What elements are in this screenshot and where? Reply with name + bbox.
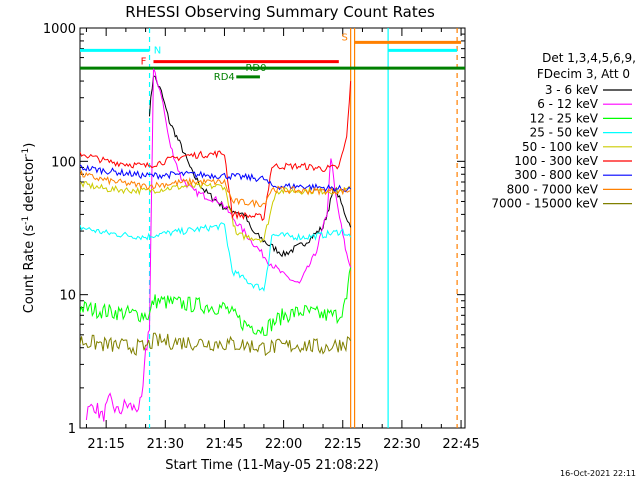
legend-entry-label: 50 - 100 keV (522, 140, 599, 154)
flag-label-s: S (341, 32, 347, 43)
plot-frame (79, 27, 466, 429)
series-line (149, 75, 352, 258)
y-axis-label-sup2: -1 (21, 148, 31, 157)
legend-header-1: Det 1,3,4,5,6,9, (542, 51, 636, 65)
series-line (80, 222, 352, 292)
series-line (80, 181, 352, 244)
x-tick-label: 21:45 (206, 437, 243, 452)
legend-entry-label: 7000 - 15000 keV (491, 197, 598, 211)
legend-entry-label: 6 - 12 keV (537, 97, 599, 111)
x-tick-label: 22:15 (324, 437, 361, 452)
y-axis-label: Count Rate (s-1 detector-1) (21, 143, 37, 314)
legend-entry-label: 3 - 6 keV (545, 83, 599, 97)
y-tick-label: 1 (68, 422, 76, 437)
y-axis-label-sup1: -1 (21, 216, 31, 225)
y-axis-label-end: ) (22, 143, 37, 148)
series-line (80, 332, 352, 357)
y-tick-label: 10 (59, 289, 76, 304)
x-tick-label: 21:15 (87, 437, 124, 452)
flag-label-rd4: RD4 (214, 72, 235, 83)
series-line (80, 164, 351, 193)
y-tick-label: 100 (51, 155, 76, 170)
legend-entry-label: 800 - 7000 keV (507, 182, 599, 196)
flag-label-rd0: RD0 (245, 63, 266, 74)
y-axis-label-mid: detector (22, 156, 37, 216)
plot-area: 21:15 21:30 21:45 22:00 22:15 22:30 22:45 1 10 10… (43, 22, 480, 452)
chart-title: RHESSI Observing Summary Count Rates (125, 3, 435, 21)
legend-entry-label: 100 - 300 keV (514, 154, 598, 168)
series-line (85, 68, 352, 422)
x-tick-label: 22:45 (442, 437, 479, 452)
flag-label-n: N (154, 45, 161, 56)
series-line (80, 267, 352, 336)
legend-entry-label: 12 - 25 keV (530, 111, 599, 125)
y-tick-label: 1000 (43, 22, 76, 37)
series-line (80, 81, 352, 222)
series-line (80, 169, 351, 209)
x-tick-label: 21:30 (147, 437, 184, 452)
x-axis-label: Start Time (11-May-05 21:08:22) (165, 458, 379, 473)
legend-entry-label: 25 - 50 keV (530, 126, 599, 140)
y-axis-label-main: Count Rate (s (22, 225, 37, 314)
x-tick-label: 22:30 (383, 437, 420, 452)
footer-timestamp: 16-Oct-2021 22:11 (560, 469, 636, 478)
flag-label-f: F (141, 57, 147, 68)
x-tick-label: 22:00 (265, 437, 302, 452)
legend-header-2: FDecim 3, Att 0 (537, 67, 630, 81)
legend-entry-label: 300 - 800 keV (514, 168, 598, 182)
